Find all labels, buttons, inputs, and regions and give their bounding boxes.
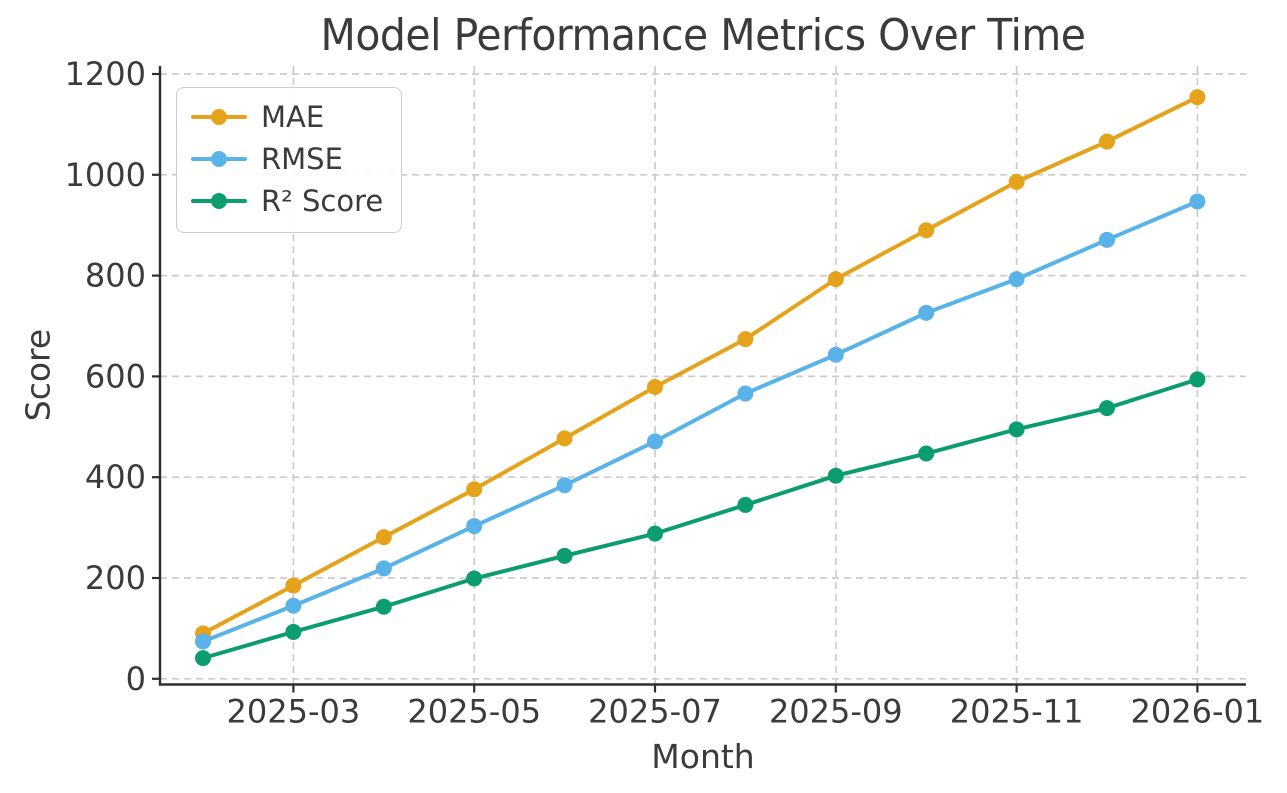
y-axis-label: Score: [18, 328, 58, 422]
series-point-mae-2026-01: [1189, 89, 1206, 106]
series-point-r-score-2025-04: [375, 598, 392, 615]
axes-spines: [158, 66, 1246, 686]
series-point-rmse-2025-08: [737, 385, 754, 402]
series-point-rmse-2025-02: [195, 633, 211, 650]
series-point-mae-2025-07: [647, 378, 663, 395]
series-point-rmse-2025-06: [556, 477, 573, 494]
series-point-mae-2025-05: [466, 481, 483, 498]
series-point-r-score-2025-06: [556, 547, 573, 564]
x-tick-label: 2025-11: [950, 693, 1084, 731]
x-tick-label: 2025-07: [588, 693, 722, 731]
x-tick-label: 2026-01: [1131, 693, 1265, 731]
y-tick-label: 600: [85, 357, 146, 395]
axis-ticks: 0 200 400 600 800 1000 1200 2025-03 2025-05 2025-…: [65, 55, 1265, 731]
legend-item-r-score: R² Score: [191, 180, 383, 222]
y-tick-label: 200: [85, 559, 146, 597]
legend-item-rmse: RMSE: [191, 138, 383, 180]
series-point-mae-2025-11: [1008, 173, 1025, 190]
series-point-r-score-2025-08: [737, 496, 754, 513]
x-tick-label: 2025-03: [227, 693, 361, 731]
legend-item-label: MAE: [261, 100, 325, 134]
series-point-rmse-2025-10: [918, 304, 935, 321]
series-point-mae-2025-06: [556, 430, 573, 447]
legend-line-marker-icon: [191, 108, 247, 126]
legend-line-marker-icon: [191, 192, 247, 210]
x-tick-label: 2025-09: [769, 693, 903, 731]
series-point-mae-2025-03: [285, 577, 302, 594]
series-point-mae-2025-10: [918, 222, 935, 239]
series-point-r-score-2025-05: [466, 570, 483, 587]
series-point-rmse-2025-11: [1008, 271, 1025, 288]
y-tick-label: 1200: [65, 55, 146, 93]
series-line-mae: [201, 95, 1200, 636]
legend-dot-icon: [211, 151, 227, 167]
series-line-r-score: [201, 377, 1200, 661]
series-point-rmse-2025-12: [1099, 231, 1115, 248]
series-point-r-score-2026-01: [1189, 371, 1206, 388]
legend-item-mae: MAE: [191, 96, 383, 138]
series-r-score: [195, 371, 1206, 667]
series-point-rmse-2025-03: [285, 597, 302, 614]
series-point-rmse-2025-09: [827, 346, 844, 363]
series-point-r-score-2025-07: [647, 525, 663, 542]
legend-dot-icon: [211, 193, 227, 209]
series-point-r-score-2025-09: [827, 467, 844, 484]
series-line-rmse: [201, 199, 1200, 644]
legend-item-label: RMSE: [261, 142, 343, 176]
series-point-rmse-2025-05: [466, 518, 483, 535]
series-point-mae-2025-12: [1099, 133, 1115, 150]
y-tick-label: 1000: [65, 156, 146, 194]
series-point-mae-2025-04: [375, 529, 392, 546]
y-tick-label: 400: [85, 458, 146, 496]
series-point-r-score-2025-10: [918, 445, 935, 462]
series-point-r-score-2025-12: [1099, 400, 1115, 417]
series-point-rmse-2026-01: [1189, 193, 1206, 210]
series-point-mae-2025-08: [737, 331, 754, 348]
chart-title: Model Performance Metrics Over Time: [320, 10, 1086, 61]
x-tick-label: 2025-05: [407, 693, 541, 731]
series-point-r-score-2025-03: [285, 623, 302, 640]
legend-dot-icon: [211, 109, 227, 125]
series-point-rmse-2025-04: [375, 560, 392, 577]
y-tick-label: 0: [126, 660, 146, 698]
legend-line-marker-icon: [191, 150, 247, 168]
legend: MAE RMSE R² Score: [176, 87, 403, 233]
legend-item-label: R² Score: [261, 184, 384, 218]
series-mae: [195, 89, 1206, 642]
series-point-mae-2025-09: [827, 271, 844, 288]
series-point-r-score-2025-11: [1008, 421, 1025, 438]
series-point-rmse-2025-07: [647, 433, 663, 450]
series-rmse: [195, 193, 1206, 650]
y-tick-label: 800: [85, 257, 146, 295]
series-point-r-score-2025-02: [195, 650, 211, 667]
x-axis-label: Month: [651, 737, 755, 776]
